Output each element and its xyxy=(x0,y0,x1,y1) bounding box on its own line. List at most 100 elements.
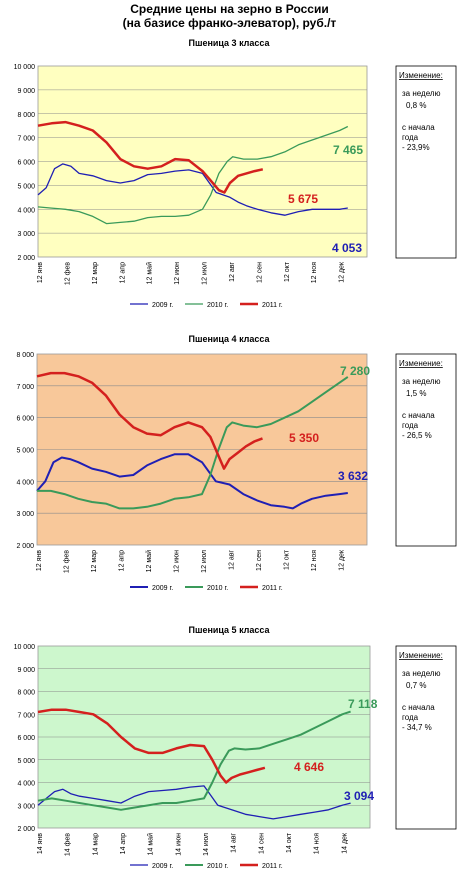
y-tick-label: 2 000 xyxy=(17,826,35,833)
end-label-y2009: 3 632 xyxy=(338,469,368,483)
y-tick-label: 6 000 xyxy=(17,735,35,742)
chart-title: Пшеница 3 класса xyxy=(188,38,270,48)
series-line-y2010 xyxy=(37,376,349,510)
series-line-y2009 xyxy=(36,453,348,510)
chart-svg: Пшеница 5 класса 2 000 3 000 4 000 5 000 6 00… xyxy=(14,625,457,870)
y-tick-label: 8 000 xyxy=(17,112,35,119)
y-tick-label: 3 000 xyxy=(17,803,35,810)
series-line-y2009 xyxy=(37,785,351,820)
series-line-y2009 xyxy=(37,163,348,216)
x-tick-label: 12 янв xyxy=(36,550,43,571)
side-panel-ytd-label-cont: года xyxy=(402,133,419,142)
chart-title: Пшеница 5 класса xyxy=(188,625,270,635)
legend-label-y2009: 2009 г. xyxy=(152,302,173,309)
chart-svg: Пшеница 3 класса 2 000 3 000 4 000 5 000 6 00… xyxy=(14,38,457,309)
legend-label-y2009: 2009 г. xyxy=(152,585,173,592)
side-panel-ytd-label: с начала xyxy=(402,411,435,420)
y-tick-label: 8 000 xyxy=(16,352,34,359)
x-tick-label: 14 мар xyxy=(92,833,99,855)
x-tick-label: 14 дек xyxy=(341,832,348,854)
x-tick-label: 12 окт xyxy=(284,549,291,570)
x-tick-label: 12 авг xyxy=(229,550,236,570)
x-tick-label: 12 сен xyxy=(256,262,263,283)
x-tick-label: 12 июн xyxy=(174,262,181,285)
x-tick-label: 14 сен xyxy=(258,833,265,854)
side-panel xyxy=(395,353,457,547)
y-tick-label: 4 000 xyxy=(17,781,35,788)
series-line-y2011 xyxy=(37,120,264,194)
end-label-y2011: 4 646 xyxy=(294,760,324,774)
x-tick-label: 12 янв xyxy=(37,262,44,283)
side-panel xyxy=(395,65,457,259)
y-tick-label: 7 000 xyxy=(17,712,35,719)
end-label-y2010: 7 118 xyxy=(348,697,378,711)
end-label-y2011: 5 675 xyxy=(288,192,318,206)
side-panel-ytd-value: - 26,5 % xyxy=(402,431,432,440)
side-panel-header: Изменение: xyxy=(399,71,443,80)
y-tick-label: 5 000 xyxy=(17,758,35,765)
x-tick-label: 14 окт xyxy=(286,832,293,853)
side-panel-week-label: за неделю xyxy=(402,669,441,678)
y-tick-label: 8 000 xyxy=(17,690,35,697)
page-title-line1: Средние цены на зерно в России xyxy=(130,2,329,16)
legend-label-y2009: 2009 г. xyxy=(152,863,173,870)
side-panel-header: Изменение: xyxy=(399,359,443,368)
y-tick-label: 4 000 xyxy=(16,479,34,486)
side-panel-ytd-label-cont: года xyxy=(402,421,419,430)
x-tick-label: 12 июл xyxy=(202,262,209,285)
x-tick-label: 12 май xyxy=(146,262,154,284)
side-panel-ytd-value: - 34,7 % xyxy=(402,723,432,732)
y-tick-label: 3 000 xyxy=(16,511,34,518)
y-tick-label: 10 000 xyxy=(14,64,36,71)
x-tick-label: 12 май xyxy=(145,550,153,572)
x-tick-label: 14 авг xyxy=(231,833,238,853)
x-tick-label: 12 дек xyxy=(339,261,346,283)
series-line-y2011 xyxy=(37,708,266,784)
x-tick-label: 14 фев xyxy=(65,833,72,856)
y-tick-label: 10 000 xyxy=(14,644,36,651)
x-tick-label: 12 июн xyxy=(174,550,181,573)
side-panel-ytd-value: - 23,9% xyxy=(402,143,430,152)
y-tick-label: 2 000 xyxy=(16,543,34,550)
x-tick-label: 12 мар xyxy=(92,262,99,284)
y-tick-label: 6 000 xyxy=(16,416,34,423)
y-tick-label: 9 000 xyxy=(17,667,35,674)
series-line-y2010 xyxy=(37,125,349,225)
side-panel-ytd-label: с начала xyxy=(402,703,435,712)
wheat-class4-chart: Пшеница 4 класса 2 000 3 000 4 000 5 000 6 00… xyxy=(0,330,459,620)
y-tick-label: 5 000 xyxy=(17,183,35,190)
series-line-y2010 xyxy=(37,710,351,811)
x-tick-label: 12 дек xyxy=(339,549,346,571)
side-panel-week-value: 0,7 % xyxy=(406,681,426,690)
x-tick-label: 14 июн xyxy=(175,833,182,856)
side-panel-header: Изменение: xyxy=(399,651,443,660)
end-label-y2010: 7 280 xyxy=(340,364,370,378)
x-tick-label: 12 мар xyxy=(91,550,98,572)
end-label-y2009: 4 053 xyxy=(332,241,362,255)
end-label-y2011: 5 350 xyxy=(289,431,319,445)
y-tick-label: 3 000 xyxy=(17,231,35,238)
y-tick-label: 5 000 xyxy=(16,448,34,455)
legend-label-y2010: 2010 г. xyxy=(207,863,228,870)
y-tick-label: 9 000 xyxy=(17,88,35,95)
legend-label-y2011: 2011 г. xyxy=(262,863,283,870)
x-tick-label: 14 апр xyxy=(120,833,127,854)
x-tick-label: 12 апр xyxy=(119,550,126,571)
end-label-y2010: 7 465 xyxy=(333,143,363,157)
x-tick-label: 14 ноя xyxy=(314,833,321,854)
chart-svg: Пшеница 4 класса 2 000 3 000 4 000 5 000 6 00… xyxy=(16,334,457,592)
x-tick-label: 14 июл xyxy=(203,833,210,856)
x-tick-label: 12 окт xyxy=(284,261,291,282)
side-panel-week-value: 0,8 % xyxy=(406,101,426,110)
x-tick-label: 14 янв xyxy=(37,833,44,854)
x-tick-label: 14 май xyxy=(147,833,155,855)
side-panel-week-label: за неделю xyxy=(402,89,441,98)
y-tick-label: 6 000 xyxy=(17,160,35,167)
end-label-y2009: 3 094 xyxy=(344,789,374,803)
x-tick-label: 12 авг xyxy=(229,262,236,282)
page-title-line2: (на базисе франко-элеватор), руб./т xyxy=(122,16,337,30)
side-panel-week-label: за неделю xyxy=(402,377,441,386)
y-tick-label: 7 000 xyxy=(17,136,35,143)
side-panel-ytd-label-cont: года xyxy=(402,713,419,722)
chart-title: Пшеница 4 класса xyxy=(188,334,270,344)
